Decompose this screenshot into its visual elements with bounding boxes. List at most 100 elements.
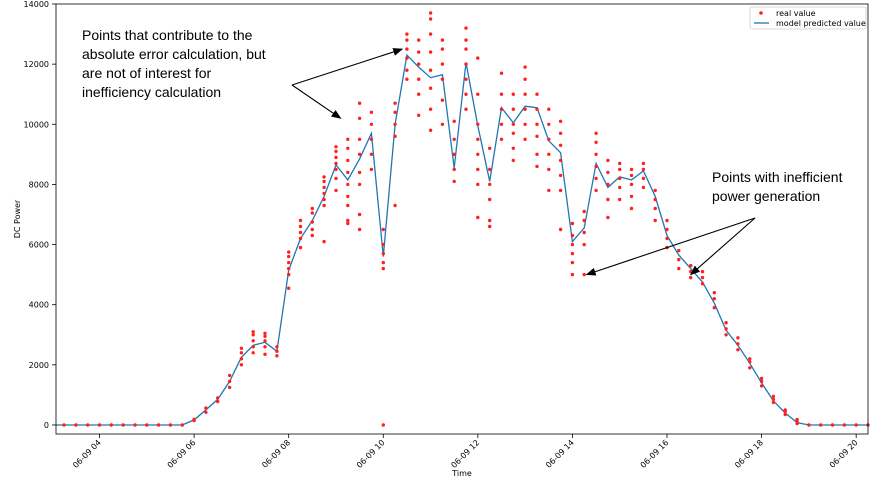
data-point-real-value (393, 122, 397, 127)
data-point-real-value (440, 47, 445, 51)
data-point-real-value (499, 107, 504, 111)
data-point-real-value (594, 188, 598, 193)
data-point-real-value (417, 92, 421, 96)
axes-frame (55, 3, 869, 435)
data-point-real-value (547, 188, 551, 193)
data-point-real-value (558, 188, 563, 193)
data-point-real-value (357, 116, 362, 121)
data-point-real-value (405, 68, 409, 72)
data-point-real-value (428, 50, 433, 54)
data-point-real-value (558, 173, 563, 178)
data-point-real-value (440, 38, 445, 42)
data-point-real-value (653, 218, 657, 223)
annotation-arrow (585, 217, 756, 276)
data-point-real-value (263, 339, 267, 343)
annotation-arrow (291, 84, 342, 119)
data-point-real-value (464, 26, 468, 30)
data-point-real-value (204, 410, 208, 414)
data-point-real-value (133, 423, 137, 427)
data-point-real-value (369, 110, 374, 115)
data-point-real-value (393, 134, 397, 138)
data-point-real-value (807, 423, 811, 427)
data-point-real-value (759, 376, 764, 381)
data-point-real-value (629, 173, 634, 178)
x-tick-label: 06-09 20 (828, 438, 860, 470)
data-point-real-value (417, 50, 421, 54)
data-point-real-value (464, 92, 468, 96)
data-point-real-value (239, 363, 244, 367)
data-point-real-value (594, 176, 598, 181)
data-point-real-value (405, 56, 409, 60)
data-point-real-value (594, 140, 598, 144)
data-point-real-value (310, 227, 314, 232)
data-point-real-value (771, 400, 776, 405)
data-point-real-value (488, 224, 492, 229)
data-point-real-value (346, 170, 350, 175)
data-point-real-value (748, 366, 752, 370)
data-point-real-value (310, 211, 314, 215)
data-point-real-value (547, 137, 551, 141)
data-point-real-value (440, 98, 445, 102)
data-point-real-value (535, 152, 539, 156)
data-point-real-value (499, 71, 504, 75)
data-point-real-value (287, 250, 291, 254)
data-point-real-value (428, 32, 433, 36)
data-point-real-value (783, 412, 787, 417)
data-point-real-value (428, 86, 433, 90)
data-point-real-value (357, 227, 362, 232)
data-point-real-value (618, 161, 622, 166)
data-point-real-value (712, 306, 716, 310)
data-point-real-value (629, 167, 634, 172)
annotation-text-line: absolute error calculation, but (82, 46, 266, 62)
data-point-real-value (523, 122, 527, 127)
data-point-real-value (62, 423, 66, 427)
data-point-real-value (582, 242, 586, 247)
data-point-real-value (582, 218, 586, 223)
data-point-real-value (452, 152, 456, 156)
data-point-real-value (677, 248, 681, 253)
data-point-real-value (629, 194, 634, 199)
data-point-real-value (357, 212, 362, 217)
data-point-real-value (322, 191, 326, 196)
plot-area (56, 11, 870, 427)
y-tick-label: 0 (44, 421, 49, 430)
data-point-real-value (204, 406, 208, 410)
data-point-real-value (795, 417, 799, 422)
data-point-real-value (523, 137, 527, 141)
data-point-real-value (346, 221, 350, 226)
data-point-real-value (511, 146, 515, 150)
data-point-real-value (511, 107, 515, 111)
data-point-real-value (582, 209, 586, 214)
data-point-real-value (653, 197, 657, 202)
data-point-real-value (476, 182, 480, 187)
data-point-real-value (558, 227, 563, 232)
data-point-real-value (535, 122, 539, 127)
data-point-real-value (381, 260, 385, 265)
data-point-real-value (689, 263, 693, 268)
data-point-real-value (488, 218, 492, 223)
data-point-real-value (736, 348, 740, 352)
y-tick-label: 8000 (29, 180, 49, 189)
data-point-real-value (357, 182, 362, 187)
data-point-real-value (570, 233, 575, 238)
data-point-real-value (239, 351, 244, 355)
data-point-real-value (653, 206, 657, 211)
data-point-real-value (570, 260, 575, 265)
data-point-real-value (618, 167, 622, 172)
data-point-real-value (287, 254, 291, 259)
data-point-real-value (346, 218, 350, 223)
data-point-real-value (582, 272, 586, 277)
data-point-real-value (771, 394, 776, 399)
data-point-real-value (381, 251, 385, 256)
data-point-real-value (499, 122, 504, 127)
data-point-real-value (618, 176, 622, 181)
data-point-real-value (287, 266, 291, 271)
data-point-real-value (606, 182, 610, 187)
data-point-real-value (428, 17, 433, 21)
data-point-real-value (381, 227, 385, 232)
data-point-real-value (381, 266, 385, 271)
data-point-real-value (712, 291, 716, 295)
data-point-real-value (511, 158, 515, 163)
x-axis-title: Time (451, 469, 472, 478)
